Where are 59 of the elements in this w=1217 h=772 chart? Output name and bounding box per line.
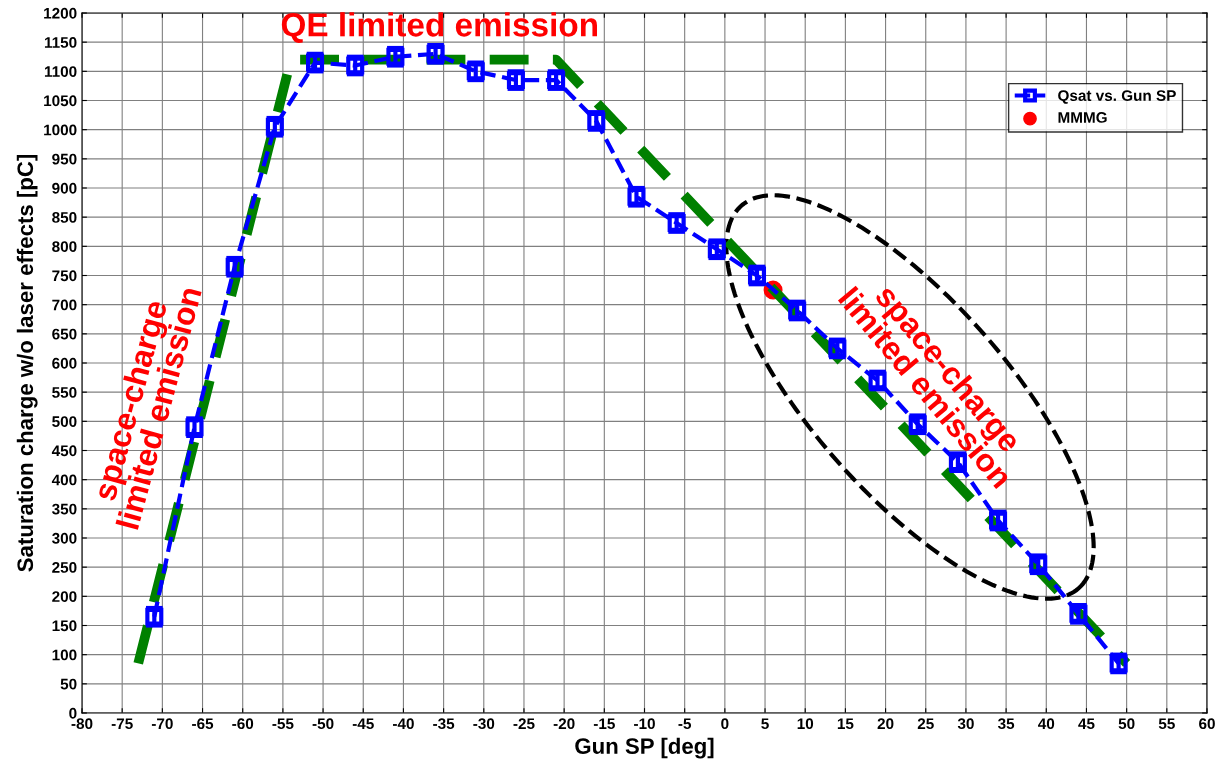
x-tick-label: -65 xyxy=(192,718,214,730)
x-tick-label: -80 xyxy=(71,718,93,730)
y-tick-label: 650 xyxy=(52,328,77,340)
y-tick-label: 950 xyxy=(52,153,77,165)
x-tick-label: 40 xyxy=(1038,718,1055,730)
y-tick-label: 350 xyxy=(52,503,77,515)
y-tick-label: 150 xyxy=(52,620,77,632)
x-tick-label: -25 xyxy=(513,718,535,730)
y-tick-label: 50 xyxy=(60,678,77,690)
x-tick-label: -40 xyxy=(392,718,414,730)
y-tick-label: 550 xyxy=(52,387,77,398)
y-tick-label: 0 xyxy=(69,707,77,719)
y-tick-label: 1150 xyxy=(44,37,77,48)
y-tick-label: 600 xyxy=(52,357,77,369)
x-tick-label: 0 xyxy=(721,718,729,730)
x-tick-label: -20 xyxy=(553,718,575,730)
y-tick-label: 1100 xyxy=(44,66,77,78)
x-tick-label: -5 xyxy=(678,718,692,730)
annotation: QE limited emission xyxy=(281,12,597,43)
y-tick-label: 1050 xyxy=(44,95,77,107)
x-tick-label: 60 xyxy=(1199,718,1215,730)
legend-label: MMMG xyxy=(1058,112,1107,123)
x-tick-label: 35 xyxy=(997,718,1015,730)
x-tick-label: 50 xyxy=(1118,718,1135,730)
y-tick-label: 250 xyxy=(52,562,77,573)
y-tick-label: 500 xyxy=(52,416,77,428)
x-tick-label: 15 xyxy=(837,718,854,730)
x-tick-label: 5 xyxy=(761,718,769,730)
y-tick-label: 100 xyxy=(52,649,77,661)
y-tick-label: 750 xyxy=(52,270,77,282)
x-tick-label: 25 xyxy=(917,718,934,730)
x-tick-label: -50 xyxy=(312,718,334,730)
x-tick-label: -75 xyxy=(111,718,133,730)
y-tick-label: 200 xyxy=(52,591,77,603)
x-tick-label: -70 xyxy=(151,718,173,730)
x-tick-label: -10 xyxy=(634,718,655,730)
x-axis-title: Gun SP [deg] xyxy=(575,737,714,759)
x-tick-label: 20 xyxy=(877,718,894,730)
y-tick-label: 850 xyxy=(52,212,77,223)
x-tick-label: 10 xyxy=(797,718,814,730)
x-tick-label: -55 xyxy=(272,718,294,730)
y-tick-label: 700 xyxy=(52,299,77,311)
x-tick-label: -60 xyxy=(232,718,254,730)
y-tick-label: 800 xyxy=(52,241,77,253)
y-axis-title: Saturation charge w/o laser effects [pC] xyxy=(16,154,38,572)
x-tick-label: -45 xyxy=(352,718,374,730)
y-tick-label: 400 xyxy=(51,474,77,486)
y-tick-label: 450 xyxy=(51,445,77,457)
x-tick-label: 55 xyxy=(1158,718,1175,730)
x-tick-label: 45 xyxy=(1078,718,1095,730)
y-tick-label: 1000 xyxy=(44,124,77,136)
x-tick-label: -15 xyxy=(593,718,615,730)
y-tick-label: 1200 xyxy=(44,7,77,19)
x-tick-label: -30 xyxy=(473,718,495,730)
legend-label: Qsat vs. Gun SP xyxy=(1058,90,1176,104)
x-tick-label: 30 xyxy=(957,718,974,730)
y-tick-label: 900 xyxy=(52,182,77,194)
x-tick-label: -35 xyxy=(433,718,455,730)
y-tick-label: 300 xyxy=(52,532,77,544)
